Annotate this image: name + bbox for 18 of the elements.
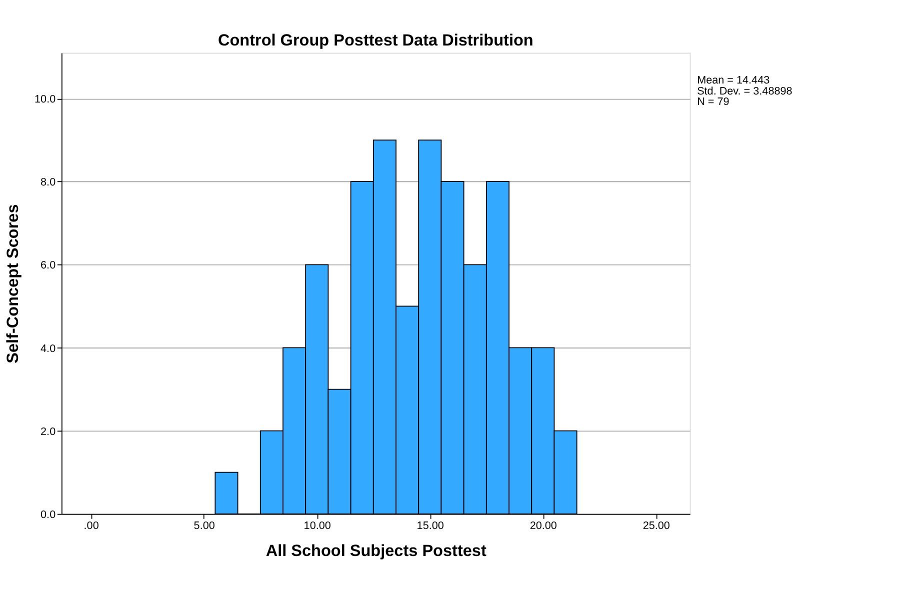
y-tick-label: 0.0 bbox=[40, 508, 56, 521]
x-tick-label: 20.00 bbox=[530, 520, 557, 532]
x-tick-label: 15.00 bbox=[416, 520, 444, 532]
x-tick-label: 25.00 bbox=[642, 520, 670, 532]
x-axis-title: All School Subjects Posttest bbox=[266, 542, 487, 560]
text: Mean = 14.443 bbox=[697, 74, 770, 87]
y-tick-label: 4.0 bbox=[40, 342, 56, 355]
y-tick-label: 8.0 bbox=[40, 176, 56, 189]
y-tick-label: 2.0 bbox=[40, 426, 56, 438]
y-axis-title: Self-Concept Scores bbox=[4, 204, 22, 364]
chart-title: Control Group Posttest Data Distribution bbox=[218, 32, 534, 50]
y-tick-label: 10.0 bbox=[34, 94, 56, 106]
text: N = 79 bbox=[697, 96, 730, 108]
text: Std. Dev. = 3.48898 bbox=[697, 85, 792, 98]
x-tick-label: 10.00 bbox=[304, 520, 331, 532]
x-tick-label: .00 bbox=[84, 520, 99, 532]
x-tick-label: 5.00 bbox=[194, 520, 215, 532]
y-tick-label: 6.0 bbox=[40, 260, 56, 272]
